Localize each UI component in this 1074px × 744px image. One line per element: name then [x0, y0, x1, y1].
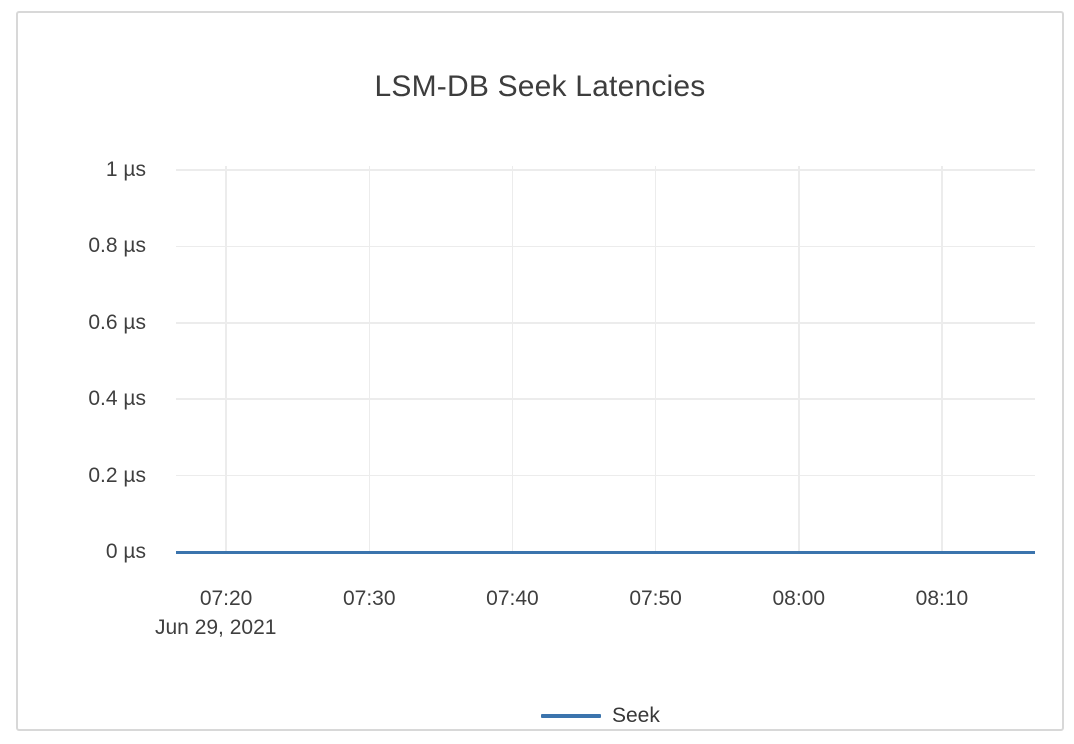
- y-tick-label: 0.4 µs: [88, 387, 146, 411]
- y-tick-label: 0.6 µs: [88, 310, 146, 334]
- x-tick-label: 07:30: [342, 587, 396, 610]
- x-axis-date-label: Jun 29, 2021: [155, 616, 277, 639]
- legend-line-icon: [541, 714, 601, 718]
- v-gridline: [368, 166, 371, 552]
- chart-card: LSM-DB Seek Latencies 0 µs 0.2 µs 0.4 µs 0.…: [16, 11, 1064, 731]
- v-gridline: [225, 166, 227, 552]
- y-tick-label: 0.8 µs: [88, 234, 146, 258]
- h-gridline: [176, 245, 1035, 248]
- v-gridline: [941, 166, 943, 552]
- chart-title: LSM-DB Seek Latencies: [374, 70, 706, 103]
- x-tick-label: 07:50: [629, 587, 682, 610]
- h-gridline: [176, 169, 1035, 171]
- x-tick-label: 08:10: [915, 587, 969, 610]
- x-tick-label: 08:00: [772, 587, 826, 610]
- legend-item-seek[interactable]: Seek: [541, 703, 660, 729]
- h-gridline: [176, 398, 1035, 400]
- v-gridline: [511, 166, 514, 552]
- legend: Seek: [541, 703, 660, 729]
- y-tick-label: 1 µs: [105, 158, 146, 181]
- plot-area[interactable]: [176, 166, 1035, 554]
- x-tick-label: 07:40: [486, 587, 539, 610]
- h-gridline: [176, 474, 1035, 477]
- y-tick-label: 0 µs: [105, 540, 146, 563]
- x-tick-label: 07:20: [199, 587, 253, 610]
- v-gridline: [798, 166, 800, 552]
- legend-label: Seek: [612, 704, 660, 727]
- y-tick-label: 0.2 µs: [88, 463, 146, 487]
- h-gridline: [176, 322, 1035, 324]
- v-gridline: [654, 166, 657, 552]
- series-line-seek: [176, 550, 1035, 554]
